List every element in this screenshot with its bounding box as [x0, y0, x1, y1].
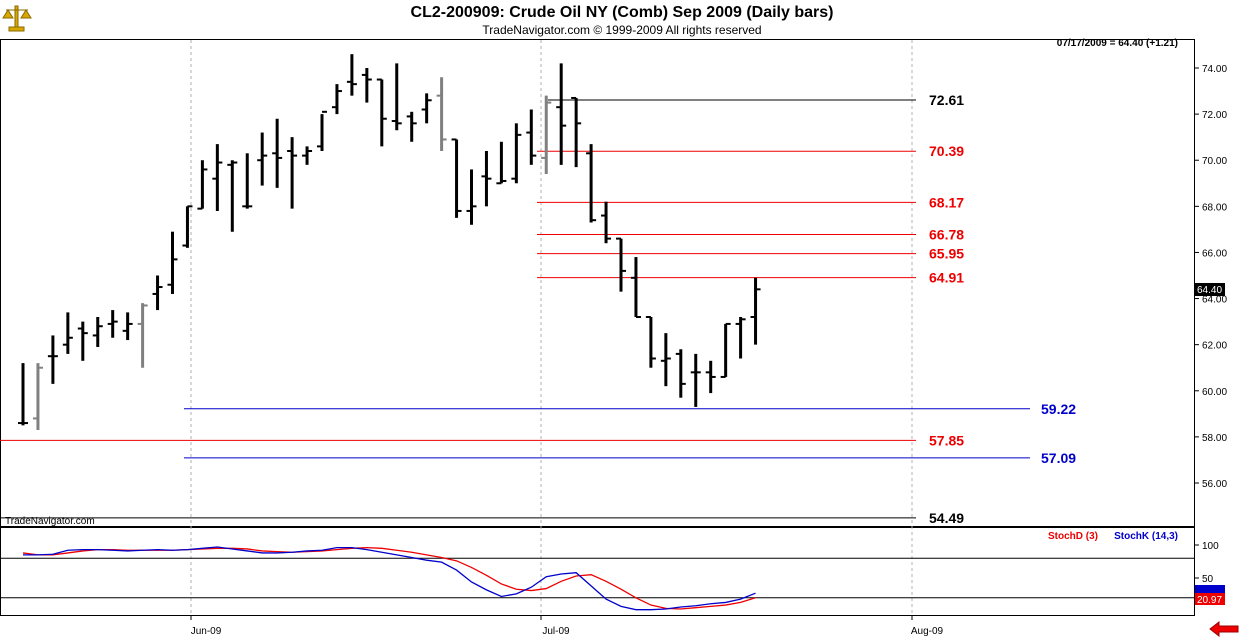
ohlc-bar — [212, 144, 223, 211]
level-label: 72.61 — [929, 92, 964, 108]
ohlc-bar — [167, 231, 178, 294]
scales-icon — [2, 5, 32, 32]
price-tick-label: 62.00 — [1202, 341, 1227, 352]
price-tick-label: 68.00 — [1202, 202, 1227, 213]
ohlc-bar — [331, 84, 342, 115]
ohlc-bar — [137, 303, 148, 368]
price-tick-label: 74.00 — [1202, 64, 1227, 75]
ohlc-bar — [287, 137, 298, 209]
ohlc-bar — [616, 237, 626, 292]
watermark: TradeNavigator.com — [5, 516, 95, 527]
ohlc-bar — [406, 111, 417, 142]
ohlc-bar — [705, 360, 716, 394]
ohlc-bar — [511, 123, 522, 184]
level-label: 66.78 — [929, 226, 964, 242]
ohlc-bar — [242, 153, 253, 209]
ohlc-bar — [630, 257, 641, 318]
ohlc-bar — [107, 310, 118, 338]
ohlc-bar — [735, 317, 746, 359]
stochastic-panel — [0, 527, 1195, 616]
date-tick-label: Aug-09 — [911, 626, 944, 637]
stochd-legend: StochD (3) — [1048, 531, 1098, 542]
date-tick-label: Jul-09 — [542, 626, 570, 637]
price-tick-label: 60.00 — [1202, 387, 1227, 398]
price-axis: 74.00 72.00 70.00 68.00 66.00 64.00 62.00 60.00… — [1195, 64, 1227, 490]
ohlc-bar — [18, 363, 28, 426]
ohlc-bar — [556, 63, 567, 165]
date-tick-label: Jun-09 — [191, 626, 222, 637]
stochk-legend: StochK (14,3) — [1114, 531, 1178, 542]
ohlc-bar — [541, 95, 552, 175]
date-axis: Jun-09 Jul-09 Aug-09 — [190, 615, 944, 637]
ohlc-bars — [18, 54, 761, 430]
ohlc-bar — [601, 201, 612, 244]
date-gridlines — [190, 40, 913, 615]
ohlc-bar — [720, 322, 731, 378]
ohlc-bar — [421, 93, 432, 124]
stochk-line — [23, 546, 756, 611]
fib-levels: 72.61 70.39 68.17 66.78 65.95 64.91 59.22 57.85… — [0, 92, 1076, 526]
ohlc-bar — [586, 144, 597, 223]
ohlc-bar — [481, 151, 492, 207]
ohlc-bar — [32, 363, 43, 430]
level-label: 54.49 — [929, 510, 964, 526]
price-tick-label: 70.00 — [1202, 156, 1227, 167]
logo — [2, 5, 32, 32]
price-tick-label: 58.00 — [1202, 433, 1227, 444]
ohlc-bar — [466, 169, 477, 225]
price-tick-label: 66.00 — [1202, 248, 1227, 259]
ohlc-bar — [451, 138, 462, 218]
level-label: 65.95 — [929, 246, 964, 262]
ohlc-bar — [346, 54, 357, 96]
ohlc-bar — [526, 109, 537, 165]
ohlc-bar — [496, 141, 507, 185]
last-price-info: 07/17/2009 = 64.40 (+1.21) — [1057, 38, 1178, 49]
ohlc-bar — [122, 312, 133, 341]
ohlc-bar — [361, 68, 372, 103]
ohlc-bar — [690, 353, 701, 407]
stochd-line — [22, 546, 756, 610]
ohlc-bar — [272, 118, 283, 188]
stoch-tick-label: 100 — [1202, 541, 1219, 552]
price-tick-label: 56.00 — [1202, 479, 1227, 490]
chart-subtitle: TradeNavigator.com © 1999-2009 All right… — [482, 23, 761, 37]
level-label: 64.91 — [929, 270, 964, 286]
stoch-tick-label: 50 — [1202, 574, 1214, 585]
ohlc-bar — [197, 160, 208, 210]
ohlc-bar — [660, 333, 671, 387]
ohlc-bar — [302, 146, 313, 165]
left-arrow-icon[interactable] — [1209, 620, 1239, 638]
price-tick-label: 72.00 — [1202, 110, 1227, 121]
ohlc-bar — [436, 77, 447, 151]
ohlc-bar — [317, 110, 327, 151]
stoch-value-tag: 20.97 — [1195, 585, 1225, 606]
stochastic-plot: 100 50 — [1, 541, 1219, 611]
stoch-value-label: 20.97 — [1197, 595, 1222, 606]
ohlc-bar — [92, 317, 103, 347]
level-label: 70.39 — [929, 143, 964, 159]
ohlc-bar — [227, 160, 238, 232]
ohlc-bar — [62, 312, 73, 354]
ohlc-bar — [257, 132, 268, 186]
last-price-tag: 64.40 — [1195, 283, 1225, 296]
ohlc-bar — [571, 96, 582, 168]
ohlc-bar — [182, 205, 193, 248]
ohlc-bar — [391, 63, 402, 131]
level-label: 57.85 — [929, 432, 964, 448]
level-label: 57.09 — [1041, 450, 1076, 466]
ohlc-bar — [47, 335, 58, 384]
ohlc-bar — [645, 316, 656, 368]
ohlc-bar — [675, 349, 686, 398]
ohlc-bar — [152, 275, 163, 311]
last-price-tag-label: 64.40 — [1197, 285, 1222, 296]
level-label: 59.22 — [1041, 401, 1076, 417]
price-panel — [0, 39, 1195, 527]
chart-title: CL2-200909: Crude Oil NY (Comb) Sep 2009… — [411, 4, 834, 21]
price-tick-label: 64.00 — [1202, 295, 1227, 306]
ohlc-bar — [77, 321, 88, 361]
ohlc-bar — [376, 78, 387, 147]
ohlc-bar — [750, 277, 761, 345]
level-label: 68.17 — [929, 194, 964, 210]
